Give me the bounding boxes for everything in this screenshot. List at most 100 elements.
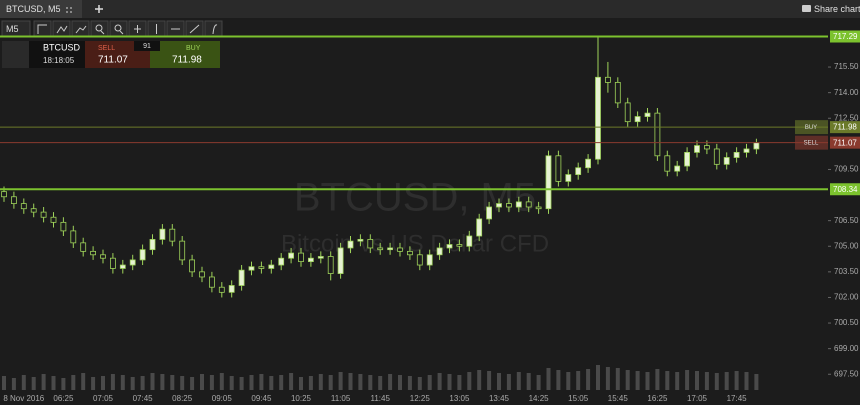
tool-button[interactable] — [71, 20, 90, 38]
candle-body — [565, 174, 572, 182]
volume-bar — [695, 371, 699, 390]
candle-body — [496, 203, 502, 208]
volume-bar — [685, 370, 690, 390]
timeframe-label: M5 — [6, 24, 19, 34]
candle-body — [90, 250, 96, 256]
y-tick-label: 709.50 — [834, 165, 859, 174]
candle-body — [367, 239, 374, 249]
watermark-symbol: BTCUSD, M5 — [294, 176, 536, 220]
tool-button[interactable] — [109, 20, 128, 38]
tool-button[interactable] — [52, 20, 71, 38]
candle-body — [664, 155, 671, 172]
volume-bar — [704, 372, 709, 390]
x-tick-label: 17:05 — [687, 394, 708, 403]
volume-bar — [734, 371, 739, 390]
price-tag — [830, 183, 860, 196]
x-tick-label: 15:05 — [568, 394, 589, 403]
candle-body — [525, 201, 532, 208]
tab[interactable] — [0, 0, 82, 18]
candle-body — [317, 256, 324, 259]
sell-price: 711.07 — [98, 55, 128, 66]
x-tick-label: 06:25 — [53, 394, 74, 403]
spread-box — [134, 41, 160, 51]
volume-bar — [269, 376, 274, 390]
volume-bar — [101, 376, 105, 390]
volume-bar — [190, 377, 195, 390]
candle-body — [1, 191, 7, 198]
volume-bar — [219, 373, 224, 390]
candle-body — [119, 264, 126, 269]
volume-bar — [279, 375, 284, 390]
candle-body — [298, 252, 304, 263]
candle-body — [149, 239, 156, 251]
plot — [1, 36, 760, 390]
candle-body — [644, 112, 651, 117]
volume-bar — [328, 375, 333, 390]
sell-label: SELL — [98, 45, 115, 52]
x-tick-label: 8 Nov 2016 — [3, 394, 44, 403]
share-button[interactable]: Share chart — [802, 4, 860, 14]
x-tick-label: 13:05 — [449, 394, 470, 403]
volume-bar — [675, 372, 680, 390]
volume-bar — [348, 373, 353, 390]
candle-body — [50, 216, 57, 223]
volume-bar — [724, 372, 729, 390]
candle-body — [575, 167, 582, 175]
volume-bar — [130, 377, 135, 390]
buy-price: 711.98 — [172, 55, 202, 66]
y-tick-label: 700.50 — [834, 318, 859, 327]
tool-button[interactable] — [90, 20, 109, 38]
candle-body — [466, 235, 473, 247]
candle-body — [674, 165, 681, 172]
price-tag-label: 711.98 — [833, 123, 857, 132]
trade-panel: BTCUSD 18:18:05 SELL 711.07 91 BUY 711.9… — [2, 41, 220, 68]
volume-bar — [586, 369, 591, 390]
candle-body — [605, 76, 611, 83]
share-label: Share chart — [814, 4, 860, 14]
volume-bar — [358, 374, 363, 390]
candle-body — [129, 259, 136, 266]
candle-body — [545, 155, 552, 210]
candle-body — [327, 256, 334, 274]
volume-bar — [665, 371, 670, 390]
volume-bar — [427, 375, 432, 390]
candle-body — [110, 257, 116, 269]
volume-bar — [289, 373, 294, 390]
candle-body — [733, 151, 740, 158]
candle-body — [10, 196, 17, 204]
buy-button[interactable] — [150, 41, 220, 68]
volume-bar — [299, 377, 303, 390]
y-tick-label: 706.50 — [834, 216, 859, 225]
tab-close[interactable] — [66, 7, 72, 13]
tab-title: BTCUSD, M5 — [6, 4, 61, 14]
candle-body — [634, 116, 641, 123]
y-tick-label: 699.00 — [834, 344, 859, 353]
volume-bar — [170, 375, 175, 390]
candle-body — [100, 254, 106, 259]
x-tick-label: 17:45 — [727, 394, 748, 403]
candle-body — [228, 285, 235, 293]
volume-bar — [91, 377, 96, 390]
volume-bar — [615, 368, 620, 390]
candle-body — [753, 142, 760, 150]
candle-body — [208, 276, 215, 288]
price-tag — [830, 30, 860, 43]
tool-icons — [37, 24, 218, 35]
candle-body — [743, 148, 750, 153]
x-tick-label: 16:25 — [647, 394, 668, 403]
price-tag — [830, 136, 860, 149]
volume-bar — [338, 372, 343, 390]
x-tick-label: 11:05 — [331, 394, 351, 403]
x-tick-label: 15:45 — [608, 394, 629, 403]
y-tick-label: 714.00 — [834, 88, 859, 97]
candle-body — [456, 244, 463, 247]
volume-bar — [526, 373, 531, 390]
add-tab[interactable] — [95, 5, 103, 13]
volume-bar — [407, 376, 412, 390]
candle-body — [248, 266, 255, 271]
candle-body — [713, 148, 720, 165]
symbol-box — [29, 41, 85, 68]
volume-bar — [239, 377, 244, 390]
tool-button[interactable] — [33, 20, 52, 38]
